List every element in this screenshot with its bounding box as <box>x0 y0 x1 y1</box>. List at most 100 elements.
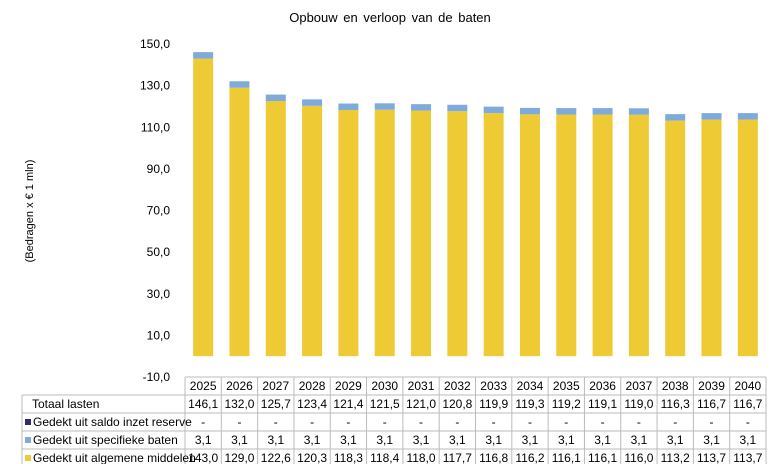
data-label: - <box>274 415 278 429</box>
data-label: - <box>673 415 677 429</box>
data-label: 3,1 <box>376 433 393 447</box>
bar-segment <box>519 107 540 115</box>
bar-segment <box>556 108 577 115</box>
data-label: 119,1 <box>588 397 617 411</box>
data-label: - <box>455 415 459 429</box>
bar-segment <box>628 114 649 357</box>
table-row-label: Totaal lasten <box>32 397 99 411</box>
data-label: 121,4 <box>333 397 363 411</box>
data-label: 116,1 <box>552 451 581 464</box>
data-label: 3,1 <box>304 433 321 447</box>
legend-swatch <box>25 437 31 443</box>
data-label: - <box>310 415 314 429</box>
bar-segment <box>265 101 286 357</box>
data-label: 116,3 <box>661 397 690 411</box>
bar-segment <box>628 108 649 115</box>
bar-segment <box>592 114 613 357</box>
y-tick-label: 130,0 <box>140 79 170 93</box>
data-label: 116,7 <box>733 397 762 411</box>
data-label: - <box>237 415 241 429</box>
legend-swatch <box>25 455 31 461</box>
data-label: 119,9 <box>479 397 508 411</box>
x-tick-label: 2038 <box>662 379 689 393</box>
x-tick-label: 2030 <box>371 379 398 393</box>
data-label: - <box>201 415 205 429</box>
data-label: 117,7 <box>443 451 472 464</box>
bar-segment <box>338 109 359 357</box>
x-tick-label: 2037 <box>626 379 653 393</box>
bar-segment <box>411 110 432 357</box>
bar-segment <box>701 119 722 357</box>
data-label: - <box>601 415 605 429</box>
data-label: 3,1 <box>594 433 611 447</box>
bar-segment <box>556 114 577 357</box>
y-tick-label: 50,0 <box>147 245 171 259</box>
data-label: 146,1 <box>188 397 218 411</box>
data-label: - <box>637 415 641 429</box>
x-tick-label: 2039 <box>698 379 725 393</box>
data-label: 113,7 <box>733 451 762 464</box>
bar-segment <box>737 113 758 120</box>
data-label: 123,4 <box>297 397 327 411</box>
bar-segment <box>229 87 250 357</box>
data-label: 3,1 <box>267 433 284 447</box>
data-label: 118,0 <box>406 451 435 464</box>
bar-segment <box>592 108 613 115</box>
y-tick-label: 150,0 <box>140 37 170 51</box>
data-label: 122,6 <box>261 451 291 464</box>
bar-segment <box>193 52 214 59</box>
y-tick-label: 90,0 <box>147 162 171 176</box>
bar-segment <box>483 113 504 357</box>
data-label: 116,1 <box>588 451 617 464</box>
data-label: - <box>564 415 568 429</box>
data-label: 3,1 <box>522 433 539 447</box>
data-label: 116,8 <box>479 451 508 464</box>
data-label: 121,0 <box>406 397 436 411</box>
x-tick-label: 2033 <box>480 379 507 393</box>
data-label: - <box>346 415 350 429</box>
data-label: - <box>492 415 496 429</box>
data-label: - <box>710 415 714 429</box>
data-label: 3,1 <box>413 433 430 447</box>
bar-segment <box>411 104 432 111</box>
data-label: 3,1 <box>703 433 720 447</box>
x-tick-label: 2027 <box>262 379 289 393</box>
data-label: 143,0 <box>188 451 218 464</box>
bar-segment <box>519 114 540 357</box>
data-label: 120,3 <box>297 451 327 464</box>
legend-swatch <box>25 419 31 425</box>
data-label: 3,1 <box>740 433 757 447</box>
bar-segment <box>447 111 468 357</box>
x-tick-label: 2028 <box>299 379 326 393</box>
data-label: - <box>383 415 387 429</box>
x-tick-label: 2029 <box>335 379 362 393</box>
data-label: - <box>528 415 532 429</box>
data-label: - <box>746 415 750 429</box>
data-label: 113,2 <box>661 451 690 464</box>
data-label: 132,0 <box>224 397 254 411</box>
data-label: - <box>419 415 423 429</box>
bar-segment <box>665 114 686 121</box>
bar-segment <box>665 120 686 357</box>
data-label: 113,7 <box>697 451 726 464</box>
bar-segment <box>374 109 395 357</box>
bar-segment <box>737 119 758 357</box>
bar-segment <box>229 81 250 88</box>
legend-label: Gedekt uit saldo inzet reserve <box>33 415 192 429</box>
data-label: 121,5 <box>370 397 400 411</box>
bar-segment <box>483 106 504 114</box>
data-label: 125,7 <box>261 397 291 411</box>
y-tick-label: -10,0 <box>143 370 171 384</box>
x-tick-label: 2025 <box>190 379 217 393</box>
bar-segment <box>338 103 359 110</box>
data-label: 118,4 <box>370 451 399 464</box>
data-label: 119,0 <box>624 397 653 411</box>
data-label: 3,1 <box>195 433 212 447</box>
bar-segment <box>265 94 286 102</box>
data-label: 3,1 <box>485 433 502 447</box>
y-tick-label: 10,0 <box>147 328 171 342</box>
data-label: 116,2 <box>515 451 544 464</box>
x-tick-label: 2034 <box>517 379 544 393</box>
